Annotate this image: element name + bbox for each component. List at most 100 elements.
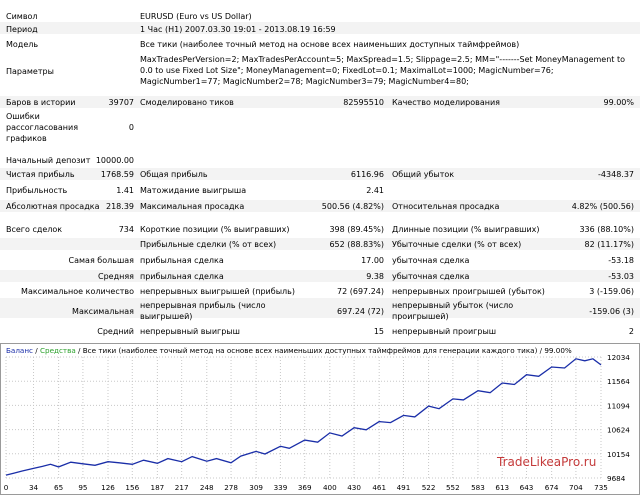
net-profit-value: 1768.59 bbox=[100, 170, 134, 179]
chart-legend: Баланс / Средства / Все тики (наиболее т… bbox=[6, 346, 572, 356]
x-tick-label: 95 bbox=[78, 483, 87, 492]
x-tick-label: 704 bbox=[569, 483, 583, 492]
bars-value: 39707 bbox=[108, 98, 134, 107]
gross-profit-label: Общая прибыль bbox=[140, 170, 208, 179]
x-tick-label: 400 bbox=[323, 483, 337, 492]
abs-drawdown-value: 218.39 bbox=[106, 202, 134, 211]
x-tick-label: 491 bbox=[397, 483, 411, 492]
average-loss-value: -53.03 bbox=[608, 272, 634, 281]
expected-payoff-label: Матожидание выигрыша bbox=[140, 186, 247, 195]
gross-loss-label: Общий убыток bbox=[392, 170, 455, 179]
chart-series bbox=[5, 358, 602, 476]
legend-equity: Средства bbox=[40, 346, 76, 355]
chart-grid bbox=[5, 356, 602, 479]
avg-cons-label: Средний bbox=[97, 327, 134, 336]
watermark: TradeLikeaPro.ru bbox=[497, 455, 597, 469]
x-tick-label: 613 bbox=[495, 483, 509, 492]
x-tick-label: 126 bbox=[101, 483, 115, 492]
max-cons-losses-value: 3 (-159.06) bbox=[589, 287, 634, 296]
x-tick-label: 278 bbox=[224, 483, 238, 492]
largest-label: Самая большая bbox=[68, 256, 134, 265]
x-tick-label: 674 bbox=[545, 483, 559, 492]
x-tick-label: 461 bbox=[372, 483, 386, 492]
mismatch-label: Ошибки рассогласования графиков bbox=[6, 112, 79, 143]
avg-cons-losses-value: 2 bbox=[628, 327, 634, 336]
net-profit-label: Чистая прибыль bbox=[6, 170, 75, 179]
short-positions-label: Короткие позиции (% выигравших) bbox=[140, 225, 290, 234]
quality-label: Качество моделирования bbox=[392, 98, 500, 107]
total-trades-value: 734 bbox=[118, 225, 134, 234]
y-tick-label: 11094 bbox=[607, 401, 630, 410]
profit-factor-label: Прибыльность bbox=[6, 186, 68, 195]
row-shade bbox=[0, 96, 640, 108]
largest-loss-value: -53.18 bbox=[608, 256, 634, 265]
x-tick-label: 552 bbox=[446, 483, 460, 492]
x-tick-label: 217 bbox=[175, 483, 189, 492]
short-positions-value: 398 (89.45%) bbox=[329, 225, 384, 234]
period-label: Период bbox=[6, 25, 38, 34]
row-shade bbox=[0, 298, 640, 318]
maximal-loss-label: непрерывный убыток (число проигрышей) bbox=[392, 301, 514, 321]
x-tick-label: 339 bbox=[274, 483, 288, 492]
avg-cons-wins-value: 15 bbox=[373, 327, 384, 336]
period-value: 1 Час (H1) 2007.03.30 19:01 - 2013.08.19… bbox=[140, 25, 336, 34]
max-drawdown-label: Максимальная просадка bbox=[140, 202, 245, 211]
rel-drawdown-value: 4.82% (500.56) bbox=[571, 202, 634, 211]
x-tick-label: 187 bbox=[151, 483, 165, 492]
gross-profit-value: 6116.96 bbox=[350, 170, 384, 179]
y-tick-label: 10154 bbox=[607, 450, 630, 459]
x-tick-label: 0 bbox=[4, 483, 9, 492]
deposit-value: 10000.00 bbox=[95, 156, 134, 165]
largest-loss-label: убыточная сделка bbox=[392, 256, 470, 265]
ticks-value: 82595510 bbox=[343, 98, 384, 107]
x-axis-labels: 0 34 65 95 126 156 187 217 248 278 309 339 369 400 430… bbox=[4, 483, 608, 492]
maximal-label: Максимальная bbox=[72, 307, 134, 316]
maximal-loss-value: -159.06 (3) bbox=[589, 307, 634, 316]
x-tick-label: 248 bbox=[200, 483, 214, 492]
row-shade bbox=[0, 22, 640, 34]
symbol-label: Символ bbox=[6, 12, 38, 21]
y-tick-label: 9684 bbox=[607, 474, 626, 483]
legend-balance: Баланс bbox=[6, 346, 33, 355]
average-loss-label: убыточная сделка bbox=[392, 272, 470, 281]
loss-trades-value: 82 (11.17%) bbox=[584, 240, 634, 249]
model-label: Модель bbox=[6, 40, 39, 49]
average-profit-label: прибыльная сделка bbox=[140, 272, 224, 281]
profit-trades-label: Прибыльные сделки (% от всех) bbox=[140, 240, 277, 249]
report-table: Символ EURUSD (Euro vs US Dollar) Период… bbox=[0, 12, 640, 336]
long-positions-label: Длинные позиции (% выигравших) bbox=[392, 225, 540, 234]
profit-factor-value: 1.41 bbox=[116, 186, 134, 195]
ticks-label: Смоделировано тиков bbox=[140, 98, 234, 107]
row-shade bbox=[0, 168, 640, 180]
x-tick-label: 735 bbox=[594, 483, 608, 492]
balance-chart: 12034 11564 11094 10624 10154 9684 0 34 65 95 126… bbox=[0, 343, 640, 495]
largest-profit-label: прибыльная сделка bbox=[140, 256, 224, 265]
profit-trades-value: 652 (88.83%) bbox=[329, 240, 384, 249]
row-shade bbox=[0, 238, 640, 250]
deposit-label: Начальный депозит bbox=[6, 156, 91, 165]
x-tick-label: 309 bbox=[249, 483, 263, 492]
avg-cons-wins-label: непрерывный выигрыш bbox=[140, 327, 240, 336]
params-value: MaxTradesPerVersion=2; MaxTradesPerAccou… bbox=[140, 55, 625, 86]
bars-label: Баров в истории bbox=[6, 98, 76, 107]
chart-frame bbox=[0, 343, 640, 495]
max-count-label: Максимальное количество bbox=[21, 287, 134, 296]
y-tick-label: 10624 bbox=[607, 426, 630, 435]
gross-loss-value: -4348.37 bbox=[598, 170, 634, 179]
row-shade bbox=[0, 200, 640, 212]
average-label: Средняя bbox=[98, 272, 134, 281]
rel-drawdown-label: Относительная просадка bbox=[392, 202, 500, 211]
average-profit-value: 9.38 bbox=[366, 272, 384, 281]
max-cons-losses-label: непрерывных проигрышей (убыток) bbox=[392, 287, 545, 296]
max-drawdown-value: 500.56 (4.82%) bbox=[321, 202, 384, 211]
quality-value: 99.00% bbox=[603, 98, 634, 107]
x-tick-label: 369 bbox=[298, 483, 312, 492]
largest-profit-value: 17.00 bbox=[361, 256, 384, 265]
symbol-value: EURUSD (Euro vs US Dollar) bbox=[140, 12, 252, 21]
x-tick-label: 583 bbox=[471, 483, 485, 492]
model-value: Все тики (наиболее точный метод на основ… bbox=[140, 40, 520, 49]
avg-cons-losses-label: непрерывный проигрыш bbox=[392, 327, 497, 336]
y-tick-label: 11564 bbox=[607, 377, 630, 386]
mismatch-value: 0 bbox=[128, 123, 134, 132]
x-tick-label: 34 bbox=[29, 483, 39, 492]
